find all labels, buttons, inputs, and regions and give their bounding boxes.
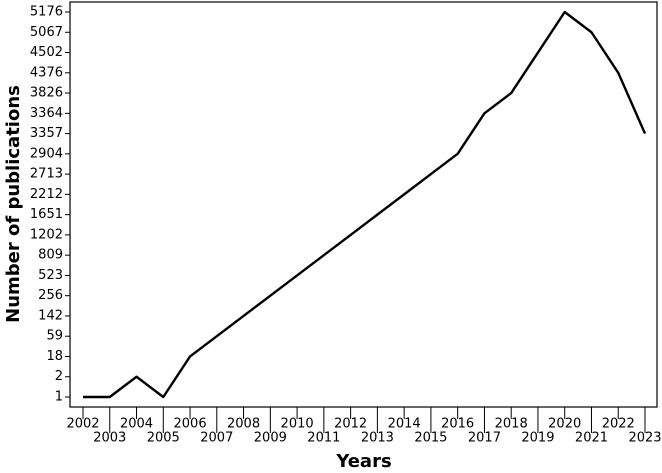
x-tick-label: 2019 <box>521 431 554 446</box>
x-tick-label: 2002 <box>66 417 99 432</box>
y-tick-label: 1202 <box>30 227 63 242</box>
y-tick-label: 1 <box>55 390 63 405</box>
y-tick-label: 3357 <box>30 126 63 141</box>
data-line <box>83 10 647 399</box>
y-tick-label: 256 <box>38 288 63 303</box>
x-tick-label: 2012 <box>334 417 367 432</box>
y-tick-label: 5067 <box>30 25 63 40</box>
x-axis-title: Years <box>335 451 391 472</box>
x-tick-label: 2020 <box>548 417 581 432</box>
x-tick-label: 2021 <box>575 431 608 446</box>
x-tick-label: 2009 <box>254 431 287 446</box>
y-tick-label: 5176 <box>30 5 63 20</box>
x-tick-label: 2022 <box>602 417 635 432</box>
y-tick-label: 809 <box>38 248 63 263</box>
y-axis-title: Number of publications <box>3 85 24 323</box>
y-tick-label: 2904 <box>30 146 63 161</box>
y-tick-label: 142 <box>38 308 63 323</box>
y-tick-label: 3364 <box>30 106 63 121</box>
x-tick-label: 2003 <box>93 431 126 446</box>
x-tick-label: 2014 <box>388 417 421 432</box>
y-tick-label: 523 <box>38 268 63 283</box>
y-tick-label: 3826 <box>30 86 63 101</box>
x-tick-label: 2011 <box>307 431 340 446</box>
plot-frame <box>69 1 658 408</box>
y-tick-label: 2 <box>55 369 63 384</box>
x-tick-label: 2006 <box>174 417 207 432</box>
x-tick-label: 2007 <box>200 431 233 446</box>
x-tick-label: 2023 <box>628 431 661 446</box>
y-tick-label: 18 <box>46 349 63 364</box>
y-tick-label: 1651 <box>30 207 63 222</box>
x-tick-label: 2015 <box>414 431 447 446</box>
y-tick-label: 2212 <box>30 187 63 202</box>
x-tick-label: 2016 <box>441 417 474 432</box>
x-tick-label: 2005 <box>147 431 180 446</box>
x-tick-label: 2013 <box>361 431 394 446</box>
x-tick-label: 2018 <box>495 417 528 432</box>
x-tick-label: 2008 <box>227 417 260 432</box>
y-tick-label: 4376 <box>30 65 63 80</box>
y-tick-label: 59 <box>46 329 63 344</box>
y-tick-label: 2713 <box>30 167 63 182</box>
x-tick-label: 2017 <box>468 431 501 446</box>
x-tick-label: 2010 <box>281 417 314 432</box>
x-tick-label: 2004 <box>120 417 153 432</box>
y-tick-label: 4502 <box>30 45 63 60</box>
